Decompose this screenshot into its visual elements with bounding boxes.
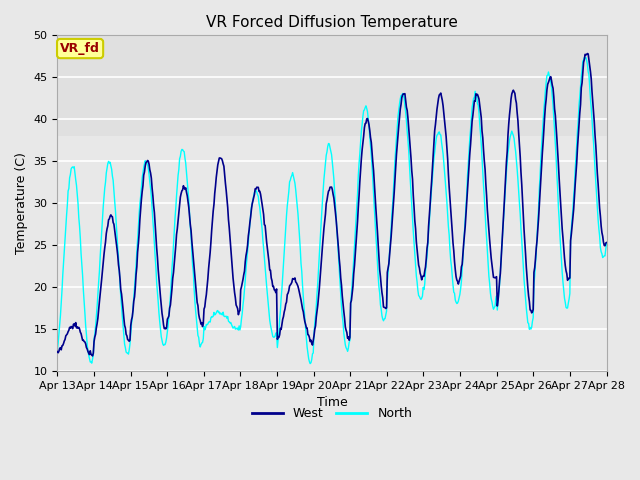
West [121,323,129,328]
North [307,361,314,367]
West [205,257,213,263]
West [63,331,71,336]
North [205,319,212,325]
West [603,240,611,245]
Y-axis label: Temperature (C): Temperature (C) [15,152,28,254]
West [399,91,407,97]
North [415,294,423,300]
North [120,333,128,338]
Line: North: North [58,58,607,364]
Bar [58,36,607,136]
North [580,55,588,60]
Line: West: West [58,54,607,356]
North [176,156,184,162]
X-axis label: Time: Time [317,396,348,409]
West [89,353,97,359]
Legend: West, North: West, North [246,402,417,425]
North [399,94,407,99]
North [54,347,61,353]
North [603,240,611,246]
West [177,194,184,200]
West [415,265,423,271]
Title: VR Forced Diffusion Temperature: VR Forced Diffusion Temperature [206,15,458,30]
West [54,349,61,355]
Text: VR_fd: VR_fd [60,42,100,55]
North [63,202,71,208]
West [584,51,591,57]
